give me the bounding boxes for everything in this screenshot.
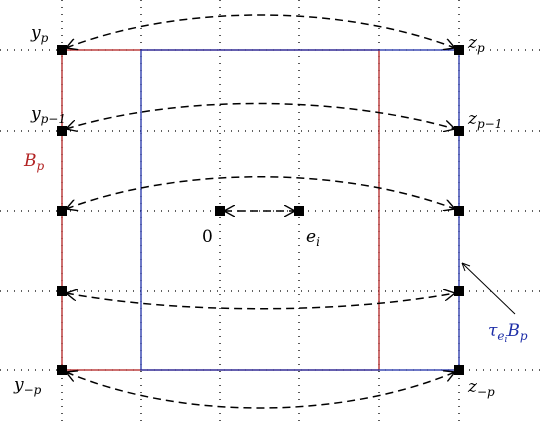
arrows (66, 14, 455, 409)
node-z-minus-p (454, 365, 464, 375)
label-y-minus-p: y−p (13, 375, 42, 397)
node-z-p (454, 45, 464, 55)
node-y-0 (57, 206, 67, 216)
arrow-row-2 (66, 102, 455, 129)
node-y-p (57, 45, 67, 55)
node-y-minus-1 (57, 286, 67, 296)
label-z-p-1: zp−1 (467, 109, 502, 131)
label-z-minus-p: z−p (467, 377, 495, 399)
arrow-top (66, 14, 455, 48)
pointer-arrowhead (461, 262, 471, 272)
node-e-i (294, 206, 304, 216)
arrow-bottom (66, 372, 455, 409)
label-tau-B-p: τeiBp (488, 321, 528, 345)
node-z-minus-1 (454, 286, 464, 296)
pointer-line (461, 262, 516, 315)
arrow-row-3 (66, 176, 455, 209)
label-B-p: Bp (23, 151, 45, 173)
arrow-row-4 (66, 293, 455, 310)
label-e-i: ei (306, 227, 320, 249)
label-z-p: zp (467, 33, 485, 55)
node-y-p-1 (57, 126, 67, 136)
label-y-p-1: yp−1 (30, 104, 66, 126)
label-origin: 0 (202, 227, 213, 247)
nodes (57, 45, 464, 375)
node-z-p-1 (454, 126, 464, 136)
node-y-minus-p (57, 365, 67, 375)
node-origin (215, 206, 225, 216)
label-y-p: yp (30, 23, 49, 45)
node-z-0 (454, 206, 464, 216)
